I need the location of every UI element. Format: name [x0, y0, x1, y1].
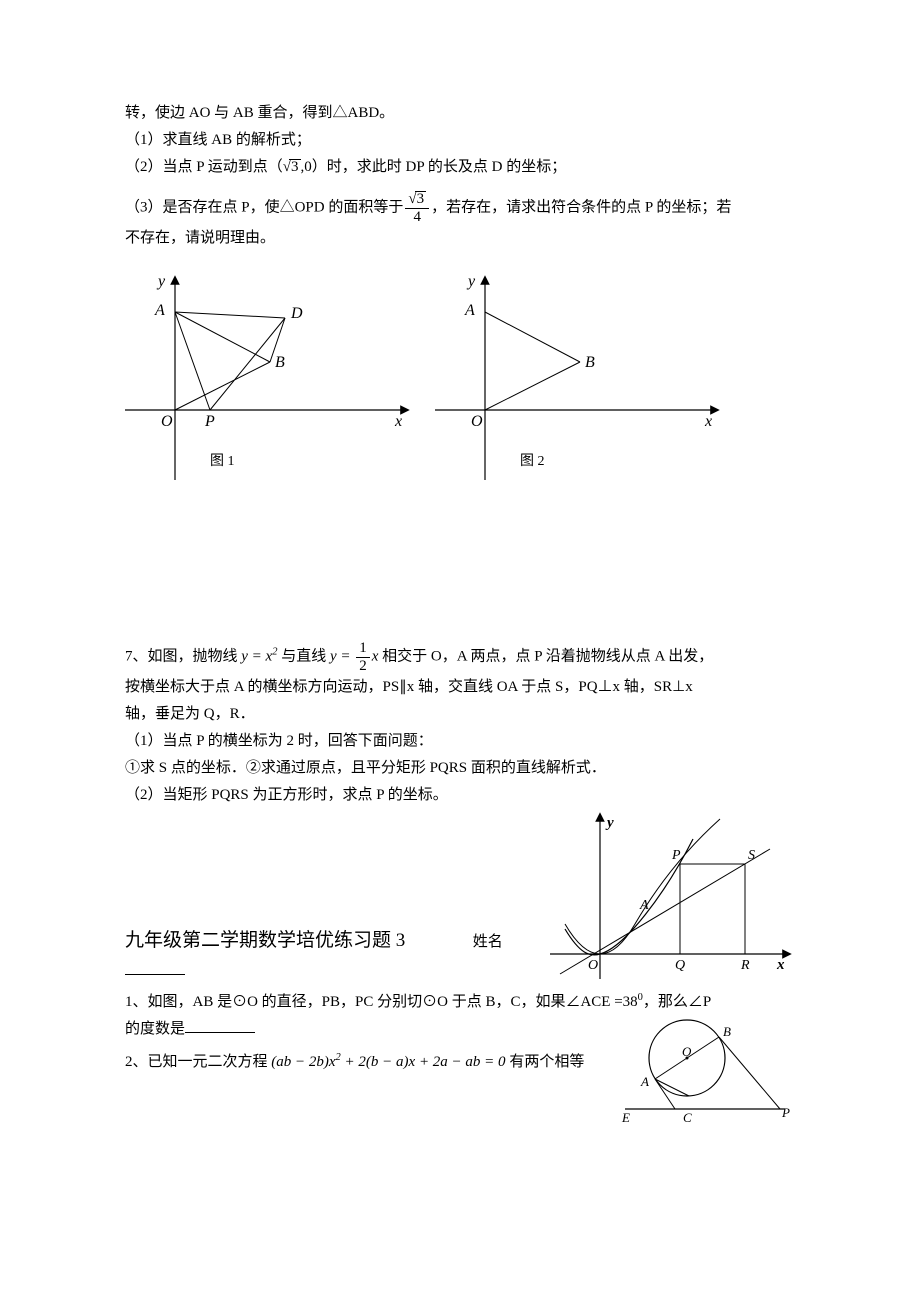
fig1-caption: 图 1 — [210, 454, 235, 469]
p6-line5: 不存在，请说明理由。 — [125, 225, 795, 252]
figc-label-B: B — [723, 1024, 731, 1039]
p6-l4a: （3）是否存在点 P，使△OPD 的面积等于 — [125, 199, 403, 215]
figure-circle: O A B C E P — [615, 1016, 795, 1136]
figure-2-svg: A B O y x 图 2 — [435, 270, 725, 495]
p6-line3: （2）当点 P 运动到点（√3,0）时，求此时 DP 的长及点 D 的坐标； — [125, 154, 795, 181]
p7-line1: 7、如图，抛物线 y = x2 与直线 y = 12x 相交于 O，A 两点，点… — [125, 640, 795, 674]
p2-eqa: (ab − 2b)x — [271, 1054, 335, 1070]
eq1-lhs: y = x — [241, 648, 272, 664]
p1-l1b: ，那么∠P — [643, 994, 711, 1010]
document-page: 转，使边 AO 与 AB 重合，得到△ABD。 （1）求直线 AB 的解析式； … — [0, 0, 920, 1196]
name-label: 姓名 — [473, 934, 503, 950]
p6-line4: （3）是否存在点 P，使△OPD 的面积等于√34，若存在，请求出符合条件的点 … — [125, 191, 795, 225]
fig1-label-B: B — [275, 354, 285, 371]
p6-l4b: ，若存在，请求出符合条件的点 P 的坐标；若 — [431, 199, 731, 215]
p1-line1: 1、如图，AB 是⊙O 的直径，PB，PC 分别切⊙O 于点 B，C，如果∠AC… — [125, 989, 795, 1016]
figure-1: A B D P O y x 图 1 — [125, 270, 415, 500]
figures-row-p6: A B D P O y x 图 1 — [125, 270, 795, 500]
fig1-label-D: D — [290, 305, 303, 322]
fig7-label-R: R — [740, 958, 750, 973]
section3-title: 九年级第二学期数学培优练习题 3 — [125, 930, 405, 951]
p6-l3b: ,0）时，求此时 DP 的长及点 D 的坐标； — [301, 159, 567, 175]
p2-eqb: + 2(b − a)x + 2a − ab = 0 — [341, 1054, 506, 1070]
p2-l1a: 2、已知一元二次方程 — [125, 1054, 271, 1070]
eq2-frac: 12 — [356, 640, 370, 674]
p7-line6: （2）当矩形 PQRS 为正方形时，求点 P 的坐标。 — [125, 782, 795, 809]
p7-line3: 轴，垂足为 Q，R． — [125, 701, 795, 728]
p7-line5: ①求 S 点的坐标．②求通过原点，且平分矩形 PQRS 面积的直线解析式． — [125, 755, 795, 782]
fig1-label-O: O — [161, 413, 173, 430]
figc-label-C: C — [683, 1110, 692, 1125]
p1-blank — [185, 1018, 255, 1033]
fig7-label-Q: Q — [675, 958, 685, 973]
fig7-label-y: y — [605, 815, 614, 831]
fig2-label-O: O — [471, 413, 483, 430]
name-blank — [125, 960, 185, 975]
fig1-label-P: P — [204, 413, 215, 430]
sqrt-radicand: 3 — [289, 159, 301, 175]
fig2-caption: 图 2 — [520, 454, 545, 469]
fraction-sqrt3-4: √34 — [405, 191, 429, 225]
fig7-label-O: O — [588, 958, 598, 973]
p6-line1: 转，使边 AO 与 AB 重合，得到△ABD。 — [125, 100, 795, 127]
spacer — [125, 530, 795, 640]
eq2-lhs: y = — [330, 648, 354, 664]
p6-line2: （1）求直线 AB 的解析式； — [125, 127, 795, 154]
fig7-label-x: x — [776, 957, 785, 973]
figure-7-svg: O y x A P S Q R — [545, 809, 795, 984]
p1-l2: 的度数是 — [125, 1021, 185, 1037]
fig2-label-A: A — [464, 302, 475, 319]
p2-l1c: 有两个相等 — [506, 1054, 585, 1070]
figure-7: O y x A P S Q R — [545, 809, 795, 989]
fig1-label-A: A — [154, 302, 165, 319]
p7-line4: （1）当点 P 的横坐标为 2 时，回答下面问题： — [125, 728, 795, 755]
fig1-label-y: y — [156, 273, 166, 290]
fig2-label-y: y — [466, 273, 476, 290]
figure-2: A B O y x 图 2 — [435, 270, 725, 500]
figure-circle-svg: O A B C E P — [615, 1016, 795, 1131]
fig2-label-x: x — [704, 413, 712, 430]
fig1-label-x: x — [394, 413, 402, 430]
fig7-label-A: A — [639, 898, 649, 913]
p1-l1a: 1、如图，AB 是⊙O 的直径，PB，PC 分别切⊙O 于点 B，C，如果∠AC… — [125, 994, 638, 1010]
fig7-label-P: P — [671, 848, 681, 863]
p7-line2: 按横坐标大于点 A 的横坐标方向运动，PS∥x 轴，交直线 OA 于点 S，PQ… — [125, 674, 795, 701]
figc-label-P: P — [781, 1105, 790, 1120]
figc-label-E: E — [621, 1110, 630, 1125]
p6-l3a: （2）当点 P 运动到点（ — [125, 159, 283, 175]
figc-label-A: A — [640, 1074, 649, 1089]
p7-l1a: 7、如图，抛物线 — [125, 648, 241, 664]
fig2-label-B: B — [585, 354, 595, 371]
fig7-label-S: S — [748, 848, 755, 863]
figure-1-svg: A B D P O y x 图 1 — [125, 270, 415, 495]
p7-l1b: 与直线 — [277, 648, 330, 664]
p7-l1c: 相交于 O，A 两点，点 P 沿着抛物线从点 A 出发， — [378, 648, 713, 664]
